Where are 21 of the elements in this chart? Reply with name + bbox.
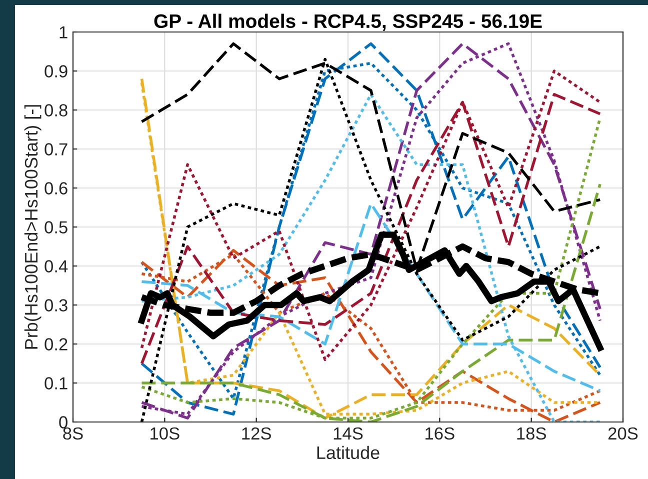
x-axis-title: Latitude	[317, 446, 380, 460]
x-tick-label: 14S	[334, 427, 363, 440]
y-tick-label: 0.3	[44, 299, 68, 312]
y-tick-label: 0.9	[44, 65, 68, 78]
y-axis-title: Prb(Hs100End>Hs100Start) [-]	[24, 105, 42, 349]
x-tick-label: 12S	[242, 427, 271, 440]
x-tick-label: 18S	[517, 427, 546, 440]
x-tick-label: 8S	[63, 427, 83, 440]
x-tick-label: 16S	[426, 427, 454, 440]
x-tick-label: 20S	[608, 427, 638, 440]
y-tick-label: 0.4	[44, 260, 68, 272]
y-tick-label: 0.8	[44, 104, 68, 116]
y-tick-label: 0.2	[44, 338, 68, 350]
x-tick-label: 10S	[150, 427, 180, 440]
y-tick-label: 0.6	[44, 182, 68, 194]
y-tick-label: 0	[59, 416, 68, 428]
y-tick-label: 1	[60, 26, 68, 38]
y-tick-label: 0.5	[44, 221, 68, 234]
y-tick-label: 0.1	[44, 377, 68, 390]
chart-title: GP - All models - RCP4.5, SSP245 - 56.19E	[154, 14, 542, 31]
y-tick-label: 0.7	[44, 143, 68, 156]
